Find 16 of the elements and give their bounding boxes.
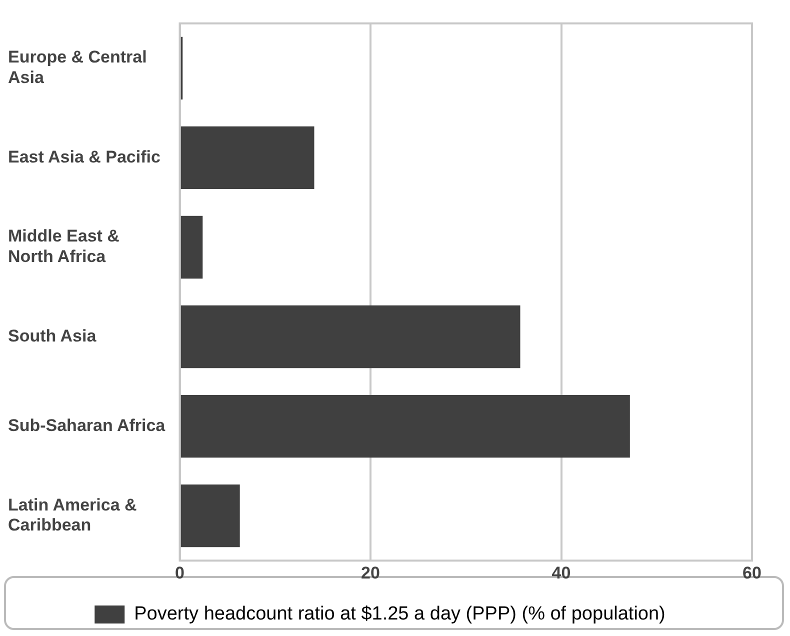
x-tick-label: 60: [742, 563, 762, 582]
y-tick-label: Middle East & North Africa: [8, 226, 120, 266]
bar: [180, 394, 630, 458]
y-tick-label: East Asia & Pacific: [8, 147, 160, 166]
bar: [180, 305, 520, 368]
y-tick-label: South Asia: [8, 326, 97, 346]
legend-label: Poverty headcount ratio at $1.25 a day (PPP) (% of population): [134, 604, 666, 625]
bar: [180, 126, 314, 190]
y-tick-label: Europe & Central Asia: [8, 48, 147, 88]
x-tick-label: 0: [175, 563, 184, 582]
y-tick-label: Latin America & Caribbean: [8, 495, 137, 535]
y-tick-label: Sub-Saharan Africa: [8, 416, 166, 435]
bar: [180, 484, 240, 548]
x-tick-label: 40: [552, 563, 571, 582]
x-tick-label: 20: [361, 563, 380, 582]
bar: [180, 216, 203, 279]
